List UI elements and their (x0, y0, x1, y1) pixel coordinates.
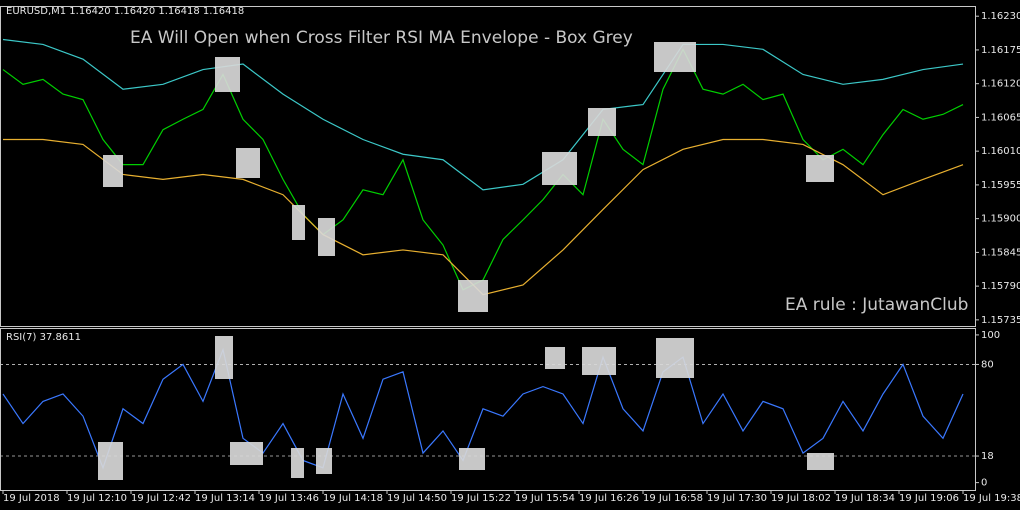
y-tick-label: 1.16175 (981, 45, 1020, 56)
series-line (2, 347, 964, 470)
signal-box (654, 42, 696, 72)
signal-box (806, 155, 834, 182)
y-tick-label: 1.16065 (981, 112, 1020, 123)
y-tick-label: 1.16010 (981, 146, 1020, 157)
y-tick-label: 100 (981, 330, 1000, 341)
x-tick-label: 19 Jul 2018 (3, 493, 60, 504)
y-tick-label: 18 (981, 451, 994, 462)
x-tick-label: 19 Jul 14:50 (387, 493, 447, 504)
signal-box (292, 205, 305, 240)
signal-box (215, 336, 233, 379)
x-tick-label: 19 Jul 18:02 (771, 493, 831, 504)
y-tick-label: 1.15845 (981, 247, 1020, 258)
signal-box (542, 152, 577, 185)
x-tick-label: 19 Jul 15:54 (515, 493, 575, 504)
x-tick-label: 19 Jul 14:18 (323, 493, 383, 504)
signal-box (316, 448, 332, 474)
signal-boxes (98, 42, 834, 480)
signal-box (459, 448, 485, 470)
x-tick-label: 19 Jul 13:14 (195, 493, 255, 504)
x-tick-label: 19 Jul 16:26 (579, 493, 639, 504)
signal-box (458, 280, 488, 312)
y-tick-label: 80 (981, 359, 994, 370)
signal-box (807, 453, 834, 470)
x-tick-label: 19 Jul 17:30 (707, 493, 767, 504)
annotation: EA Will Open when Cross Filter RSI MA En… (130, 28, 633, 48)
signal-box (656, 338, 694, 378)
y-tick-label: 1.16120 (981, 79, 1020, 90)
signal-box (545, 347, 565, 369)
x-tick-label: 19 Jul 12:10 (67, 493, 127, 504)
watermark: EA rule : JutawanClub (785, 295, 968, 315)
y-tick-label: 1.15900 (981, 214, 1020, 225)
signal-box (98, 442, 123, 480)
signal-box (582, 347, 616, 375)
signal-box (318, 218, 335, 256)
symbol-header: EURUSD,M1 1.16420 1.16420 1.16418 1.1641… (6, 6, 244, 17)
x-tick-label: 19 Jul 13:46 (259, 493, 319, 504)
y-tick-label: 0 (981, 478, 987, 489)
y-tick-label: 1.15955 (981, 180, 1020, 191)
signal-box (588, 108, 616, 136)
signal-box (230, 442, 263, 465)
y-tick-label: 1.15735 (981, 315, 1020, 326)
series-line (2, 47, 964, 291)
signal-box (236, 148, 260, 178)
rsi-panel-frame (0, 328, 976, 491)
x-tick-label: 19 Jul 12:42 (131, 493, 191, 504)
x-tick-label: 19 Jul 16:58 (643, 493, 703, 504)
price-panel-frame (0, 6, 976, 327)
signal-box (291, 448, 304, 478)
x-tick-label: 19 Jul 19:38 (963, 493, 1020, 504)
y-tick-label: 1.15790 (981, 281, 1020, 292)
x-tick-label: 19 Jul 18:34 (835, 493, 895, 504)
signal-box (215, 57, 240, 92)
y-tick-label: 1.16230 (981, 11, 1020, 22)
rsi-header: RSI(7) 37.8611 (6, 332, 81, 343)
signal-box (103, 155, 123, 187)
x-tick-label: 19 Jul 19:06 (899, 493, 959, 504)
x-tick-label: 19 Jul 15:22 (451, 493, 511, 504)
series-line (2, 38, 964, 191)
